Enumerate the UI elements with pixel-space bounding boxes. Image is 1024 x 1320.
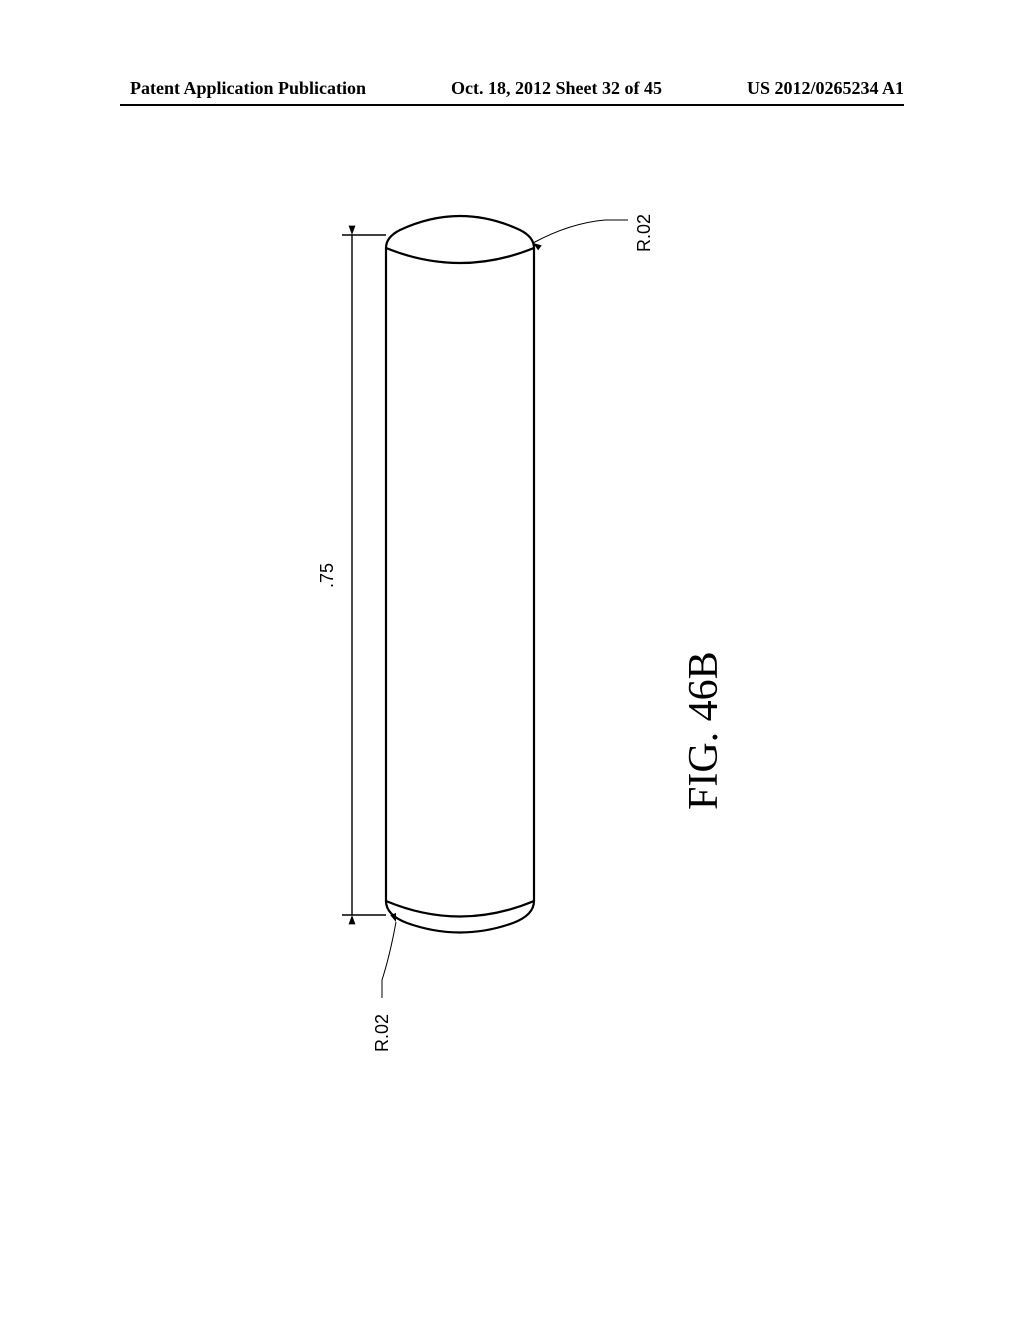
- page: Patent Application Publication Oct. 18, …: [0, 0, 1024, 1320]
- figure-area: FIG. 46B .75 R.02 R.02: [120, 180, 900, 1010]
- figure-svg: [120, 180, 900, 1010]
- dimension-length-label: .75: [317, 563, 338, 588]
- header-left: Patent Application Publication: [130, 78, 366, 99]
- dimension-radius-top-label: R.02: [634, 214, 655, 252]
- header-center: Oct. 18, 2012 Sheet 32 of 45: [451, 78, 662, 99]
- header-rule: [120, 104, 904, 106]
- header-right: US 2012/0265234 A1: [747, 78, 904, 99]
- header-row: Patent Application Publication Oct. 18, …: [0, 78, 1024, 99]
- figure-label: FIG. 46B: [680, 651, 728, 810]
- dimension-radius-bottom-label: R.02: [372, 1014, 393, 1052]
- page-header: Patent Application Publication Oct. 18, …: [0, 78, 1024, 99]
